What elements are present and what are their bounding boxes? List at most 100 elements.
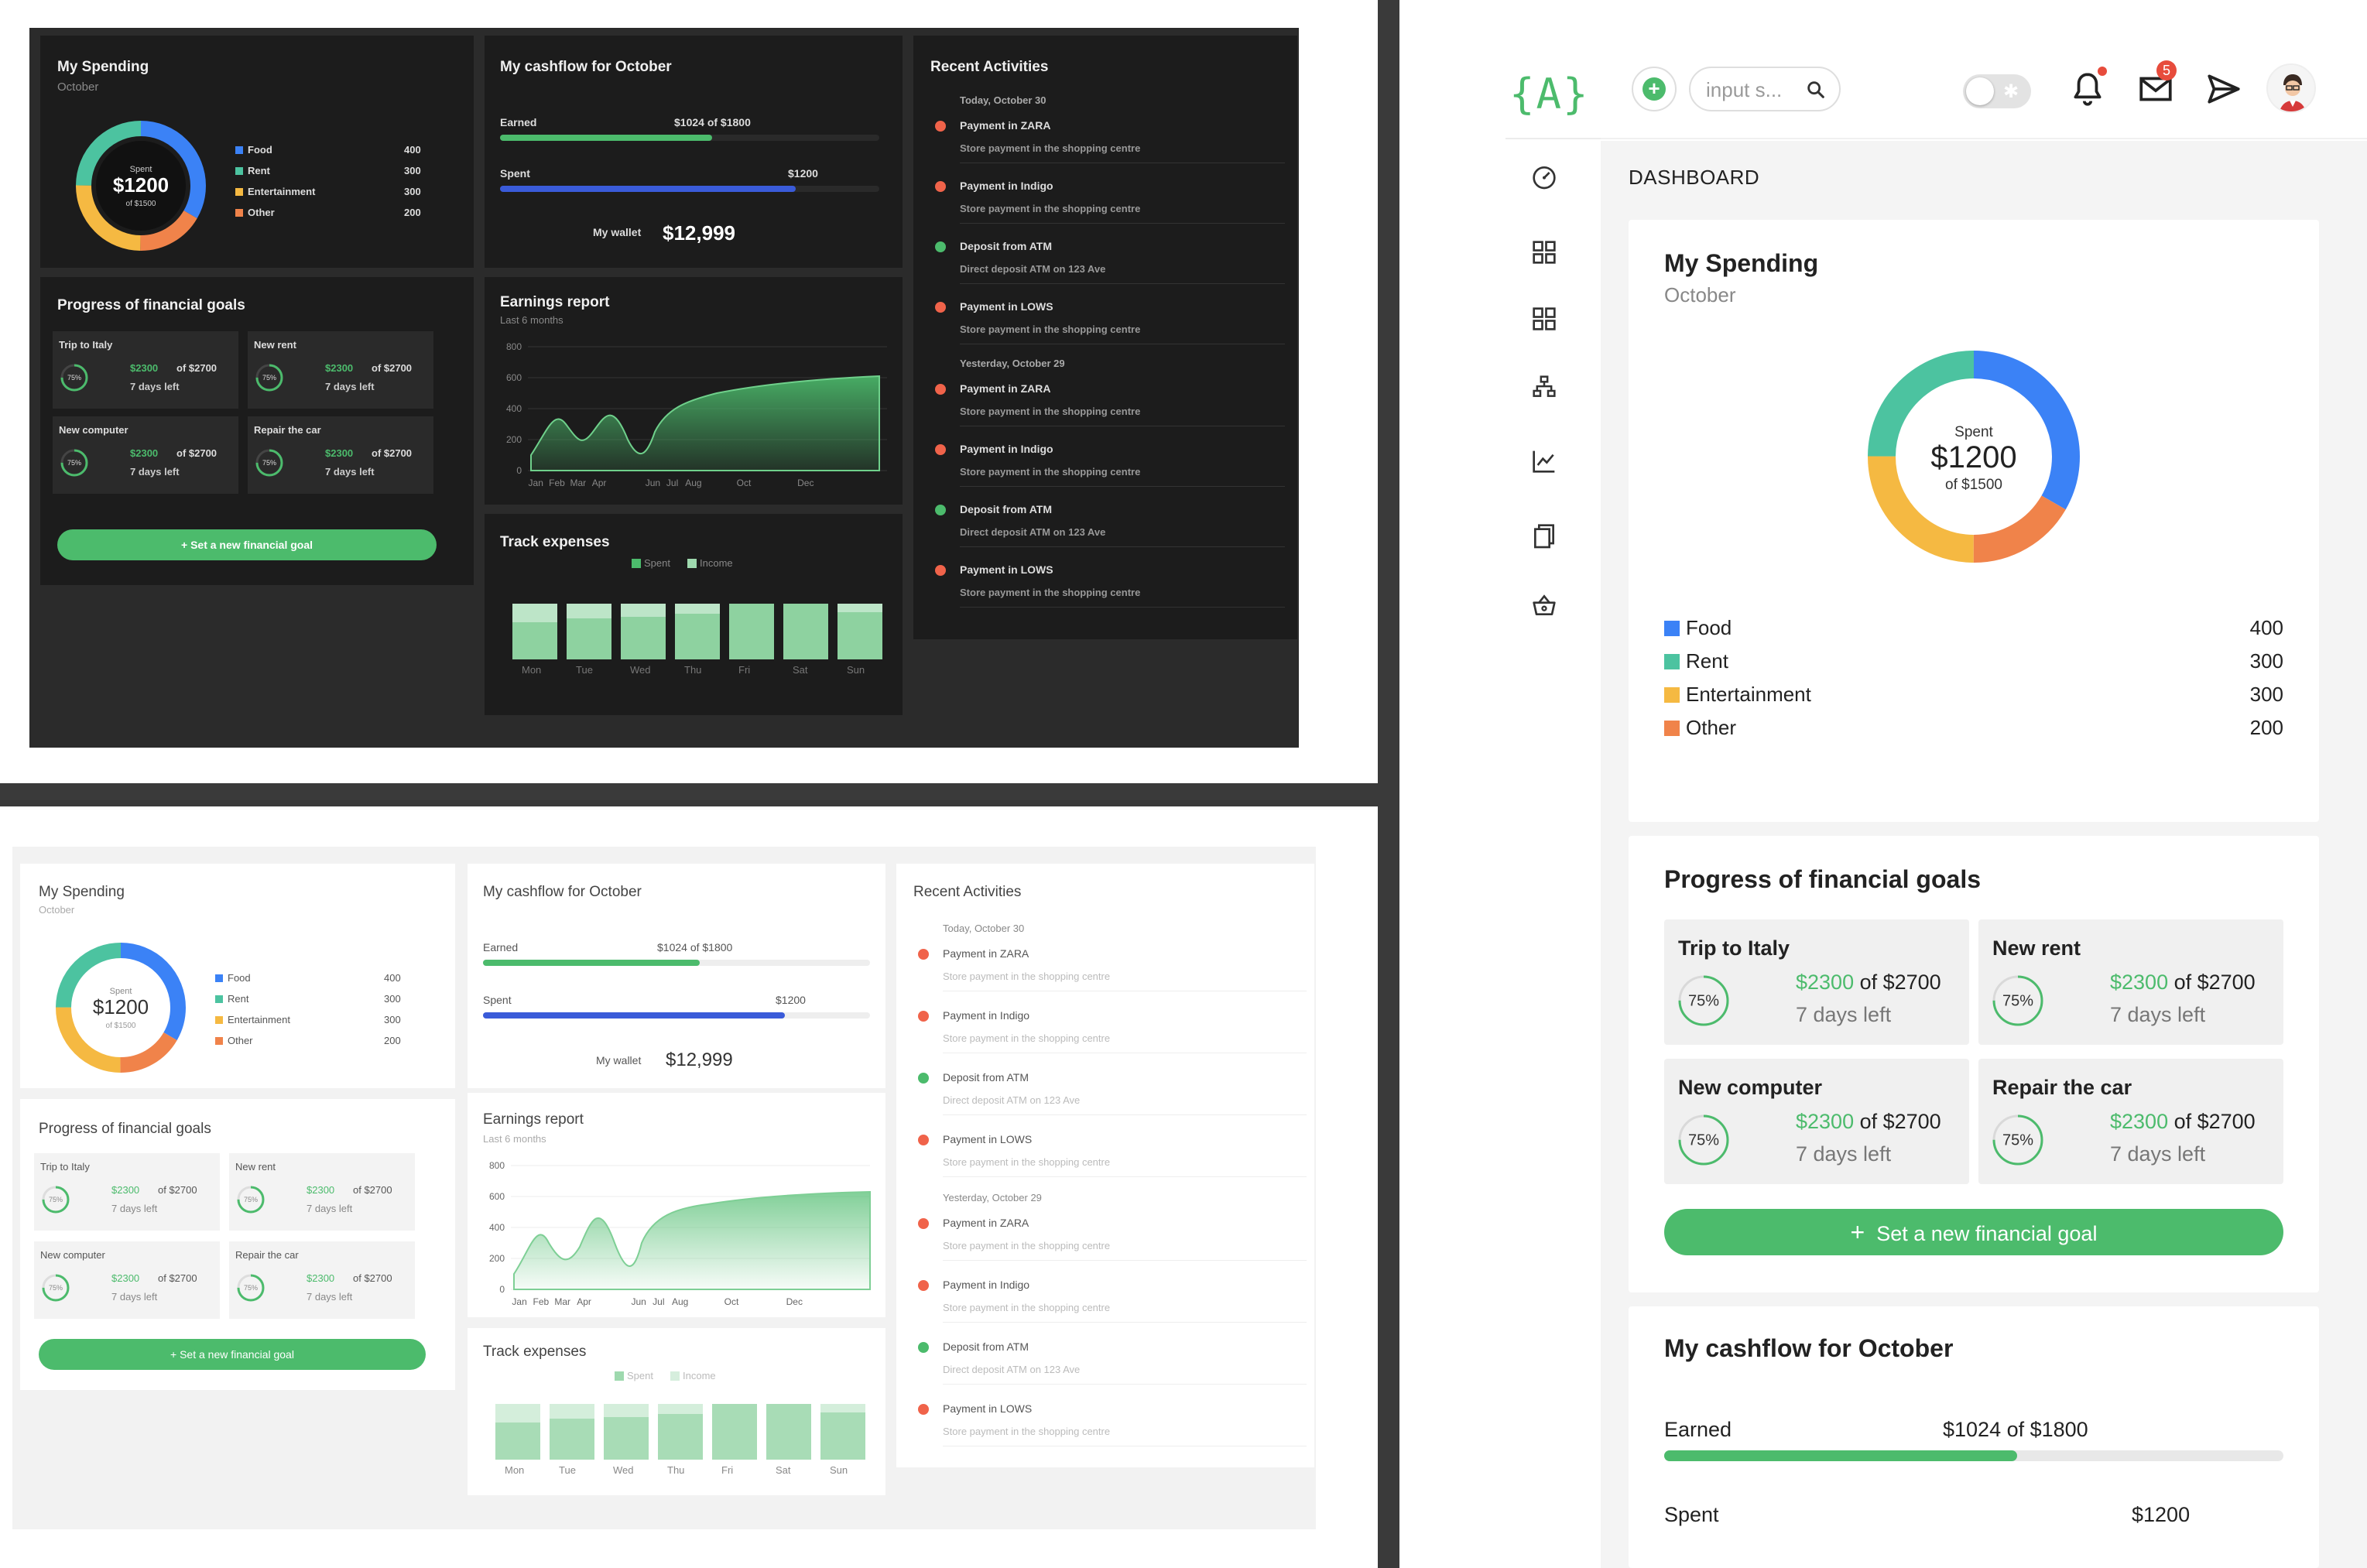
spending-donut: Spent $1200 of $1500 bbox=[76, 121, 206, 251]
legend-value: 300 bbox=[404, 186, 421, 197]
goal-card[interactable]: New computer 75% $2300 of $2700 7 days left bbox=[1664, 1059, 1969, 1184]
donut-spent-label: Spent bbox=[1954, 424, 1993, 440]
activity-desc: Store payment in the shopping centre bbox=[943, 971, 1111, 982]
set-new-goal-button[interactable]: + Set a new financial goal bbox=[1664, 1209, 2283, 1255]
activity-divider bbox=[960, 546, 1285, 547]
goal-tile[interactable]: Trip to Italy 75% $2300 of $2700 7 days left bbox=[34, 1153, 220, 1231]
grid-alt-icon[interactable] bbox=[1529, 303, 1560, 334]
svg-text:75%: 75% bbox=[262, 374, 276, 382]
x-tick: Jun bbox=[646, 478, 660, 488]
goal-card[interactable]: Repair the car 75% $2300 of $2700 7 days le… bbox=[1978, 1059, 2283, 1184]
activity-date: Today, October 30 bbox=[943, 923, 1025, 934]
legend-label: Entertainment bbox=[228, 1014, 290, 1025]
earnings-area bbox=[530, 375, 880, 471]
activity-divider bbox=[960, 283, 1285, 284]
legend-value: 300 bbox=[384, 993, 401, 1005]
income-segment bbox=[838, 604, 882, 612]
set-goal-button[interactable]: + Set a new financial goal bbox=[57, 529, 437, 560]
activity-title[interactable]: Payment in Indigo bbox=[960, 180, 1053, 192]
add-button[interactable]: + bbox=[1632, 67, 1677, 111]
dark-theme-preview: My Spending October Spent $1200 of $1500… bbox=[29, 28, 1299, 748]
earnings-chart: 800 600 400 200 0 Jan Feb Mar Apr Jun Jul Aug Oct Dec bbox=[489, 1160, 871, 1307]
cashflow-title: My cashflow for October bbox=[483, 884, 642, 900]
spending-card: My Spending October Spent $1200 of $1500… bbox=[1629, 220, 2319, 822]
goal-saved: $2300 bbox=[111, 1272, 140, 1284]
spent-label: Spent bbox=[1664, 1503, 1719, 1526]
expense-bar bbox=[766, 1404, 811, 1460]
search-input[interactable] bbox=[1706, 76, 1807, 104]
light-track-card: Track expenses Spent Income Mon Tue Wed Thu… bbox=[468, 1328, 885, 1495]
app-logo[interactable]: {A} bbox=[1509, 70, 1590, 118]
goal-tile[interactable]: Trip to Italy 75% $2300 of $2700 7 days left bbox=[53, 331, 238, 409]
goal-card[interactable]: New rent 75% $2300 of $2700 7 days left bbox=[1978, 919, 2283, 1045]
activity-title[interactable]: Payment in LOWS bbox=[943, 1133, 1033, 1145]
legend-label: Food bbox=[1686, 616, 1732, 639]
activity-title[interactable]: Payment in Indigo bbox=[943, 1279, 1030, 1291]
expense-bar bbox=[495, 1404, 540, 1460]
goal-tile[interactable]: New computer 75% $2300 of $2700 7 days left bbox=[53, 416, 238, 494]
deposit-icon bbox=[918, 1073, 929, 1084]
grid-icon[interactable] bbox=[1529, 237, 1560, 268]
goal-days-left: 7 days left bbox=[2110, 1142, 2206, 1166]
goal-name: New computer bbox=[40, 1249, 105, 1261]
legend-swatch bbox=[1664, 654, 1680, 669]
activity-title[interactable]: Deposit from ATM bbox=[960, 503, 1052, 515]
sitemap-icon[interactable] bbox=[1529, 371, 1560, 402]
avatar[interactable] bbox=[2266, 63, 2316, 113]
activity-title[interactable]: Payment in ZARA bbox=[943, 1217, 1029, 1229]
dashboard-icon[interactable] bbox=[1529, 161, 1560, 192]
donut-other bbox=[76, 121, 206, 251]
basket-icon[interactable] bbox=[1529, 590, 1560, 621]
activity-title[interactable]: Payment in ZARA bbox=[960, 119, 1051, 132]
deposit-icon bbox=[935, 505, 946, 515]
activity-title[interactable]: Payment in ZARA bbox=[943, 947, 1029, 960]
goal-tile[interactable]: New computer 75% $2300 of $2700 7 days left bbox=[34, 1241, 220, 1319]
goal-tile[interactable]: Repair the car 75% $2300 of $2700 7 days lef… bbox=[229, 1241, 415, 1319]
activity-title[interactable]: Payment in LOWS bbox=[943, 1402, 1033, 1415]
goal-card[interactable]: Trip to Italy 75% $2300 of $2700 7 days lef… bbox=[1664, 919, 1969, 1045]
activity-title[interactable]: Deposit from ATM bbox=[960, 240, 1052, 252]
goal-tile[interactable]: New rent 75% $2300 of $2700 7 days left bbox=[229, 1153, 415, 1231]
progress-ring: 75% bbox=[255, 449, 283, 477]
activity-title[interactable]: Payment in LOWS bbox=[960, 300, 1053, 313]
activity-title[interactable]: Payment in LOWS bbox=[960, 563, 1053, 576]
activity-title[interactable]: Payment in ZARA bbox=[960, 382, 1051, 395]
chart-line-icon[interactable] bbox=[1529, 446, 1560, 477]
legend-label: Other bbox=[248, 207, 275, 218]
copy-icon[interactable] bbox=[1529, 520, 1560, 551]
income-segment bbox=[604, 1404, 649, 1417]
x-tick: Dec bbox=[786, 1296, 803, 1307]
theme-toggle[interactable]: ✱ bbox=[1963, 74, 2031, 108]
send-icon[interactable] bbox=[2204, 70, 2243, 108]
legend-swatch bbox=[215, 1016, 223, 1024]
earned-value: $1024 of $1800 bbox=[1943, 1418, 2088, 1441]
income-segment bbox=[512, 604, 557, 622]
expense-bar bbox=[621, 604, 666, 659]
activity-desc: Direct deposit ATM on 123 Ave bbox=[960, 526, 1106, 538]
bell-icon[interactable] bbox=[2068, 70, 2107, 108]
expense-bar bbox=[712, 1404, 757, 1460]
activity-desc: Store payment in the shopping centre bbox=[960, 406, 1141, 417]
day-label: Thu bbox=[684, 664, 702, 676]
goal-tile[interactable]: Repair the car 75% $2300 of $2700 7 days lef… bbox=[248, 416, 433, 494]
progress-ring: 75% bbox=[237, 1186, 265, 1214]
progress-ring: 75% bbox=[1992, 1114, 2043, 1166]
goal-tile[interactable]: New rent 75% $2300 of $2700 7 days left bbox=[248, 331, 433, 409]
day-label: Sat bbox=[776, 1464, 791, 1476]
light-earnings-card: Earnings report Last 6 months 800 600 400 2… bbox=[468, 1093, 885, 1317]
earned-fill bbox=[500, 135, 713, 141]
activity-title[interactable]: Deposit from ATM bbox=[943, 1340, 1029, 1353]
expense-bar bbox=[820, 1404, 865, 1460]
goal-saved: $2300 bbox=[307, 1184, 335, 1196]
activity-title[interactable]: Payment in Indigo bbox=[960, 443, 1053, 455]
mail-icon[interactable] bbox=[2136, 70, 2175, 108]
legend-label: Other bbox=[1686, 716, 1737, 739]
set-goal-button[interactable]: + Set a new financial goal bbox=[39, 1339, 426, 1370]
legend-swatch bbox=[215, 974, 223, 982]
search-icon[interactable] bbox=[1805, 79, 1827, 101]
activity-desc: Store payment in the shopping centre bbox=[943, 1426, 1111, 1437]
earnings-subtitle: Last 6 months bbox=[500, 314, 563, 326]
activity-title[interactable]: Deposit from ATM bbox=[943, 1071, 1029, 1084]
activity-title[interactable]: Payment in Indigo bbox=[943, 1009, 1030, 1022]
progress-ring: 75% bbox=[255, 364, 283, 392]
